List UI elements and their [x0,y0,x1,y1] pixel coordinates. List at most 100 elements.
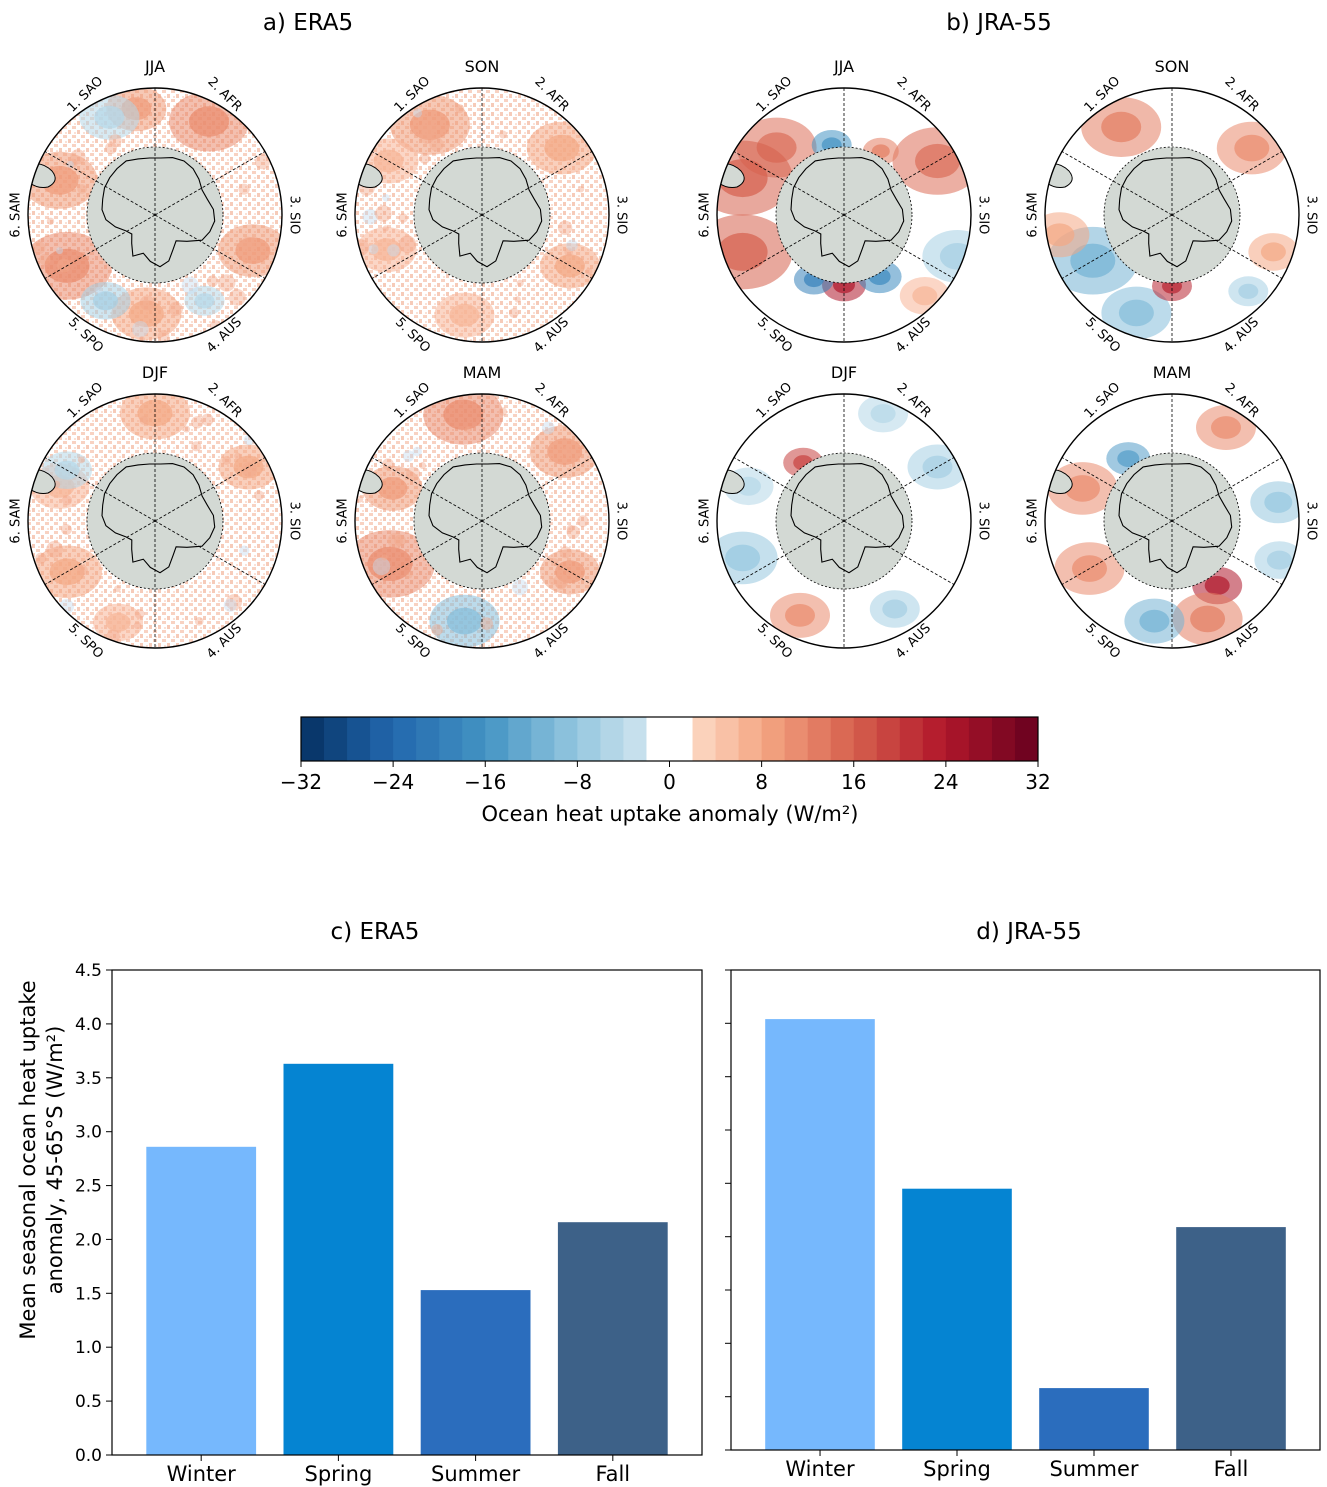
anomaly-blob-core [544,134,580,162]
colorbar-swatch [715,717,740,761]
anomaly-speck [548,577,557,586]
sector-line [481,520,593,585]
bar-winter [765,1019,875,1450]
anomaly-speck [62,184,70,192]
anomaly-speck [70,149,86,165]
anomaly-blob-core [1204,576,1230,595]
anomaly-speck [398,213,408,223]
bar-fall [1176,1227,1286,1450]
anomaly-blob-core [1238,283,1259,299]
anomaly-speck [139,295,155,311]
sector-label: 3. SIO [976,196,991,235]
sector-label: 3. SIO [287,502,302,541]
anomaly-blob-core [1190,605,1226,633]
anomaly-speck [566,525,580,539]
anomaly-blob-core [1045,223,1075,247]
anomaly-speck [577,515,589,527]
anomaly-speck [239,545,250,556]
y-tick-label: 1.0 [75,1338,102,1358]
anomaly-speck [46,540,63,558]
map-boundary [354,393,610,649]
sector-label: 3. SIO [1304,502,1319,541]
sector-line [154,214,266,279]
sector-line [733,520,845,585]
anomaly-blob-core [194,293,215,309]
anomaly-speck [95,286,103,294]
anomaly-speck [455,104,465,114]
y-tick-label: 2.5 [75,1177,102,1197]
sector-label: 6. SAM [698,192,713,237]
anomaly-blob-core [1139,609,1170,633]
colorbar-swatch [876,717,901,761]
anomaly-blob-core [1117,450,1140,467]
bar-spring [902,1188,1012,1450]
bar-chart-era5: Winter Spring Summer Fall 0.0 0.5 1.0 1.5 2.0 2.5… [75,961,703,1486]
anomaly-speck [382,458,394,471]
season-label: DJF [142,363,168,382]
season-label: JJA [144,57,165,76]
colorbar-swatch [347,717,371,761]
anomaly-speck [77,456,85,464]
bar-charts: Winter Spring Summer Fall 0.0 0.5 1.0 1.5 2.0 2.5… [75,961,1321,1486]
anomaly-speck [218,274,236,292]
bar-summer [1039,1388,1149,1450]
colorbar-swatch [807,717,832,761]
map-boundary [716,393,972,649]
anomaly-speck [222,456,232,465]
colorbar-tick-label: −16 [464,770,506,794]
anomaly-blob-core [547,438,583,465]
sector-label: 3. SIO [614,502,629,541]
anomaly-blob-core [1065,475,1100,502]
anomaly-speck [387,532,403,549]
x-tick-label: Winter [785,1457,855,1481]
chart-title-c: c) ERA5 [331,919,420,945]
bar-spring [283,1063,394,1455]
anomaly-speck [564,247,574,257]
anomaly-speck [387,244,400,257]
anomaly-speck [559,546,572,559]
anomaly-speck [516,279,524,287]
y-axis-label-line1: Mean seasonal ocean heat uptake [16,980,40,1339]
sector-line [481,457,593,522]
anomaly-blob-core [1266,550,1292,570]
sector-line [44,457,156,522]
sector-label: 3. SIO [976,502,991,541]
sector-line [44,520,156,585]
sector-line [843,214,955,279]
colorbar-swatch [646,717,670,761]
anomaly-speck [32,241,46,255]
colorbar-swatch [1014,717,1039,761]
sector-line [1171,457,1283,522]
anomaly-field [355,94,600,338]
anomaly-speck [499,130,507,139]
colorbar-tick-label: −8 [563,770,592,794]
colorbar: −32 −24 −16 −8 0 8 16 24 32 [280,716,1051,794]
anomaly-speck [223,598,237,612]
anomaly-speck [420,120,438,137]
sector-line [1061,457,1173,522]
anomaly-blob-core [912,286,938,306]
anomaly-speck [412,446,423,457]
colorbar-swatch [669,717,694,761]
sector-label: 6. SAM [1026,498,1041,543]
anomaly-speck [191,416,204,429]
sector-line [481,151,593,216]
anomaly-blob-core [1234,134,1270,162]
anomaly-blob-core [939,242,971,270]
axes-frame [730,969,1321,1451]
anomaly-blob-core [1260,242,1286,262]
anomaly-blob-core [94,105,125,129]
anomaly-speck [585,267,593,275]
anomaly-blob-core [235,237,271,264]
colorbar-swatch [462,717,486,761]
anomaly-speck [375,205,392,222]
anomaly-speck [46,217,55,225]
sector-line [481,214,593,279]
anomaly-speck [368,244,379,255]
anomaly-blob-core [1211,416,1241,439]
colorbar-tick-label: 24 [933,770,958,794]
